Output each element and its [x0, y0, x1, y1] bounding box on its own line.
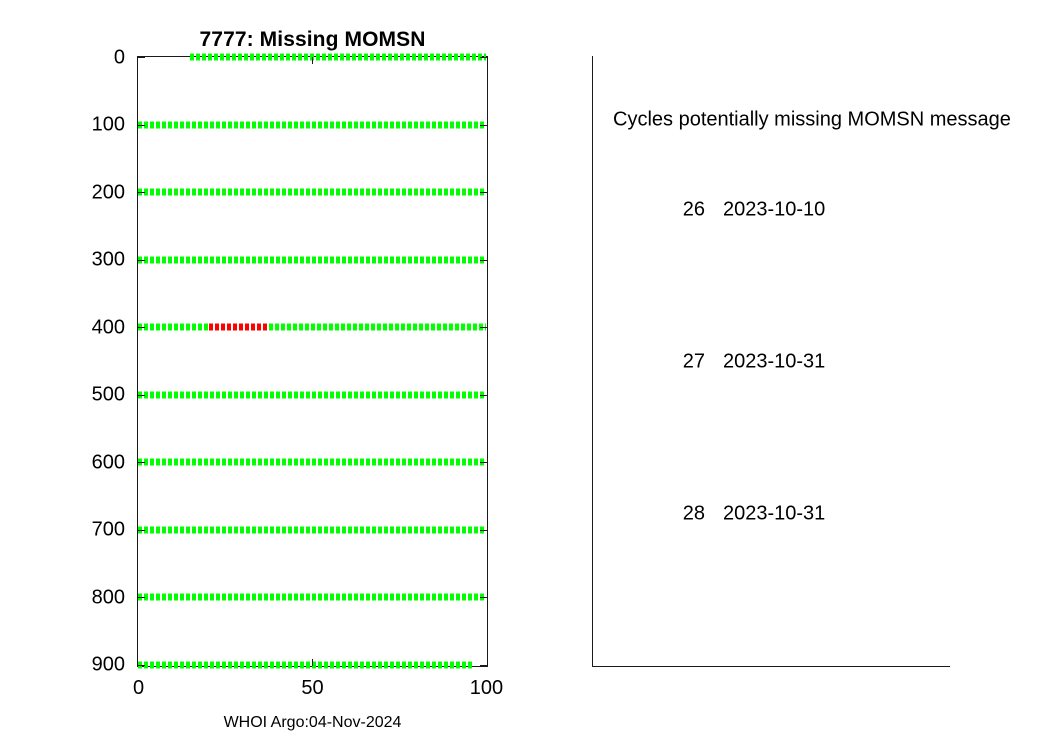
footer-attribution: WHOI Argo:04-Nov-2024: [223, 714, 402, 731]
missing-cycle-row: 26 2023-10-10: [671, 198, 826, 222]
y-axis-tick: [138, 192, 145, 194]
cycle-number: 27: [682, 350, 705, 373]
y-axis-tick-right: [480, 192, 487, 194]
x-axis-tick-label: 50: [301, 677, 324, 699]
y-axis-tick-label: 100: [91, 113, 125, 136]
data-row-segment: [138, 188, 486, 196]
y-axis-tick: [138, 597, 145, 599]
x-axis-tick: [311, 659, 313, 666]
missing-cycle-row: 28 2023-10-31: [671, 502, 826, 526]
y-axis-tick-label: 700: [91, 518, 125, 541]
plot-data-surface: [138, 53, 487, 669]
y-axis-tick: [138, 664, 145, 666]
data-row-segment: [138, 256, 486, 264]
y-axis-tick: [138, 327, 145, 329]
y-axis-tick-right: [480, 664, 487, 666]
y-axis-tick-right: [480, 327, 487, 329]
y-axis-tick-right: [480, 529, 487, 531]
y-axis-tick-label: 400: [91, 316, 125, 339]
y-axis-tick-label: 300: [91, 248, 125, 271]
y-axis-tick-label: 0: [113, 46, 125, 69]
plot-axes-frame: [137, 53, 488, 669]
y-axis-tick: [138, 529, 145, 531]
cycle-date: 2023-10-31: [723, 350, 826, 373]
data-row-segment: [209, 323, 269, 331]
data-row-segment: [138, 593, 486, 601]
chart-title: 7777: Missing MOMSN: [199, 28, 426, 51]
info-panel: Cycles potentially missing MOMSN message…: [592, 56, 1011, 667]
missing-cycle-row: 27 2023-10-31: [671, 350, 826, 374]
data-row-segment: [190, 53, 486, 61]
x-axis-tick-top: [311, 57, 313, 64]
cycle-date: 2023-10-31: [723, 502, 826, 525]
y-axis-tick-right: [480, 124, 487, 126]
cycle-number: 26: [682, 198, 705, 221]
y-axis-tick-label: 200: [91, 181, 125, 204]
y-axis-tick-right: [480, 597, 487, 599]
data-row-segment: [138, 526, 486, 534]
y-axis-tick-right: [480, 462, 487, 464]
y-axis-tick: [138, 462, 145, 464]
data-row-segment: [138, 323, 210, 331]
data-row-segment: [138, 661, 472, 669]
y-axis-tick-label: 800: [91, 586, 125, 609]
x-axis-tick-label: 0: [133, 677, 145, 699]
y-axis-tick-label: 600: [91, 451, 125, 474]
y-axis-tick: [138, 57, 145, 58]
data-row-segment: [268, 323, 486, 331]
y-axis-tick: [138, 259, 145, 261]
y-axis-tick: [138, 124, 145, 126]
data-row-segment: [138, 391, 486, 399]
cycle-date: 2023-10-10: [723, 198, 826, 221]
y-axis-tick-label: 900: [91, 653, 125, 676]
data-row-segment: [138, 121, 486, 129]
x-axis-tick-label: 100: [469, 677, 504, 699]
y-axis-tick-label: 500: [91, 383, 125, 406]
cycle-number: 28: [682, 502, 705, 525]
y-axis-tick: [138, 394, 145, 396]
y-axis-tick-right: [480, 259, 487, 261]
y-axis-tick-right: [480, 394, 487, 396]
data-row-segment: [138, 458, 486, 466]
y-axis-tick-right: [480, 57, 487, 58]
info-panel-heading: Cycles potentially missing MOMSN message: [613, 108, 1011, 131]
